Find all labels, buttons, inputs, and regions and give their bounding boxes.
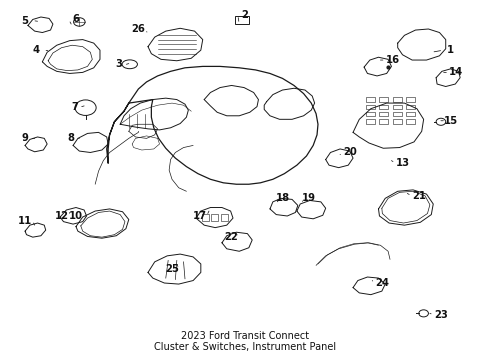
Text: 19: 19 bbox=[301, 193, 316, 203]
Bar bbox=[406, 112, 415, 117]
Bar bbox=[393, 118, 401, 123]
Text: 16: 16 bbox=[386, 55, 400, 65]
Bar bbox=[393, 112, 401, 117]
Text: 13: 13 bbox=[395, 158, 410, 168]
Bar bbox=[393, 104, 401, 109]
Text: 9: 9 bbox=[22, 133, 28, 143]
Text: 10: 10 bbox=[69, 211, 83, 221]
Bar bbox=[235, 16, 249, 24]
Text: 20: 20 bbox=[343, 148, 357, 157]
Text: 1: 1 bbox=[447, 45, 454, 55]
Text: 24: 24 bbox=[375, 278, 389, 288]
Bar bbox=[406, 104, 415, 109]
Text: 17: 17 bbox=[193, 211, 206, 221]
Bar bbox=[366, 104, 375, 109]
Text: 6: 6 bbox=[73, 14, 79, 24]
Bar bbox=[393, 98, 401, 102]
Bar bbox=[366, 112, 375, 117]
Bar bbox=[406, 98, 415, 102]
Text: 12: 12 bbox=[54, 211, 69, 221]
Text: 4: 4 bbox=[32, 45, 40, 55]
Bar bbox=[379, 98, 388, 102]
Bar bbox=[379, 104, 388, 109]
Text: 7: 7 bbox=[71, 102, 78, 112]
Text: 25: 25 bbox=[165, 264, 179, 274]
Text: 26: 26 bbox=[131, 24, 146, 34]
Bar bbox=[202, 213, 209, 221]
Bar bbox=[366, 118, 375, 123]
Text: 5: 5 bbox=[22, 15, 28, 26]
Text: 22: 22 bbox=[225, 232, 239, 242]
Text: 21: 21 bbox=[412, 191, 426, 201]
Text: 11: 11 bbox=[18, 216, 32, 226]
Text: 15: 15 bbox=[443, 116, 458, 126]
Text: 23: 23 bbox=[434, 310, 448, 320]
Text: 3: 3 bbox=[116, 59, 122, 69]
Bar bbox=[221, 213, 228, 221]
Text: 18: 18 bbox=[275, 193, 290, 203]
Bar bbox=[406, 118, 415, 123]
Bar bbox=[366, 98, 375, 102]
Text: 8: 8 bbox=[68, 133, 74, 143]
Text: 14: 14 bbox=[449, 67, 464, 77]
Bar bbox=[379, 112, 388, 117]
Text: 2: 2 bbox=[242, 10, 248, 20]
Text: 2023 Ford Transit Connect
Cluster & Switches, Instrument Panel: 2023 Ford Transit Connect Cluster & Swit… bbox=[154, 331, 336, 352]
Bar bbox=[211, 213, 218, 221]
Bar bbox=[379, 118, 388, 123]
